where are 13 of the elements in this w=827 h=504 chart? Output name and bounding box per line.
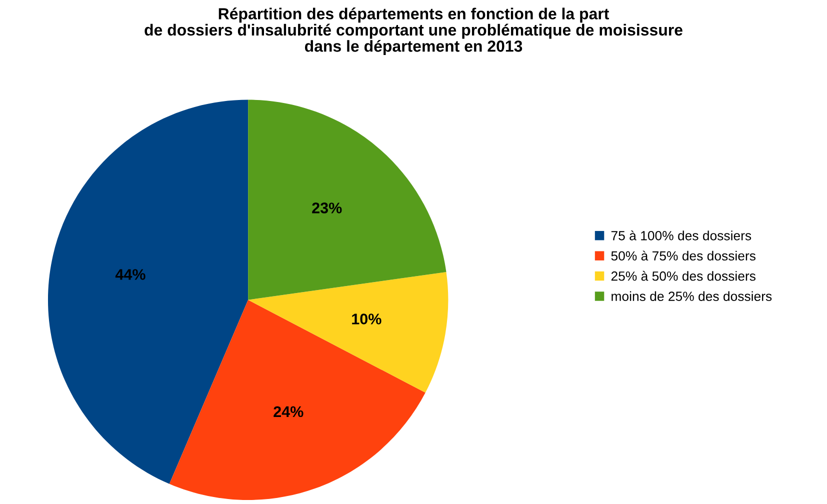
pie-slice <box>169 300 426 500</box>
legend-label: moins de 25% des dossiers <box>612 291 772 301</box>
data-label: 23% <box>312 202 342 214</box>
data-label: 10% <box>352 314 382 324</box>
data-label: 44% <box>115 269 146 280</box>
pie-slice <box>48 100 248 484</box>
pie-slice <box>248 272 448 393</box>
data-label: 24% <box>274 406 304 418</box>
pie-slice <box>248 100 446 300</box>
legend-label: 50% à 75% des dossiers <box>611 250 756 261</box>
legend-label: 75 à 100% des dossiers <box>611 230 752 240</box>
legend-label: 25% à 50% des dossiers <box>611 270 756 281</box>
chart-title: Répartition des départements en fonction de la part de dossiers d'insalubrité comportant une problématique de moisissure dans le département en 2013 <box>144 8 682 55</box>
